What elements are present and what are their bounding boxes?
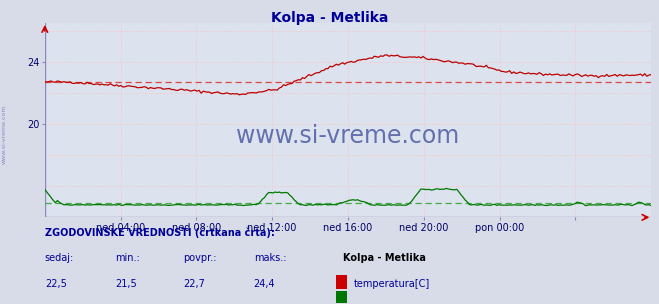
Text: 24,4: 24,4 (254, 279, 275, 289)
Text: temperatura[C]: temperatura[C] (354, 279, 430, 289)
Text: 22,5: 22,5 (45, 279, 67, 289)
Text: min.:: min.: (115, 254, 140, 264)
Text: 21,5: 21,5 (115, 279, 137, 289)
Text: ZGODOVINSKE VREDNOSTI (črtkana črta):: ZGODOVINSKE VREDNOSTI (črtkana črta): (45, 227, 275, 238)
Text: Kolpa - Metlika: Kolpa - Metlika (271, 11, 388, 25)
Text: sedaj:: sedaj: (45, 254, 74, 264)
Text: 22,7: 22,7 (183, 279, 205, 289)
Text: Kolpa - Metlika: Kolpa - Metlika (343, 254, 426, 264)
Text: www.si-vreme.com: www.si-vreme.com (2, 104, 7, 164)
Text: povpr.:: povpr.: (183, 254, 217, 264)
Text: maks.:: maks.: (254, 254, 286, 264)
Text: www.si-vreme.com: www.si-vreme.com (237, 124, 459, 148)
